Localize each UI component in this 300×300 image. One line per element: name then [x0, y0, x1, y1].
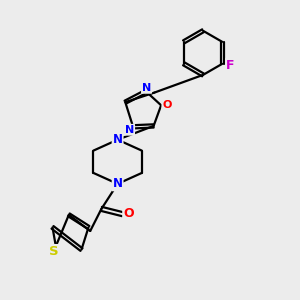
Text: S: S: [49, 245, 58, 258]
Text: N: N: [125, 125, 134, 135]
Text: N: N: [112, 177, 123, 190]
Text: O: O: [123, 207, 134, 220]
Text: N: N: [112, 133, 123, 146]
Text: N: N: [142, 83, 151, 93]
Text: F: F: [226, 59, 235, 72]
Text: O: O: [162, 100, 172, 110]
